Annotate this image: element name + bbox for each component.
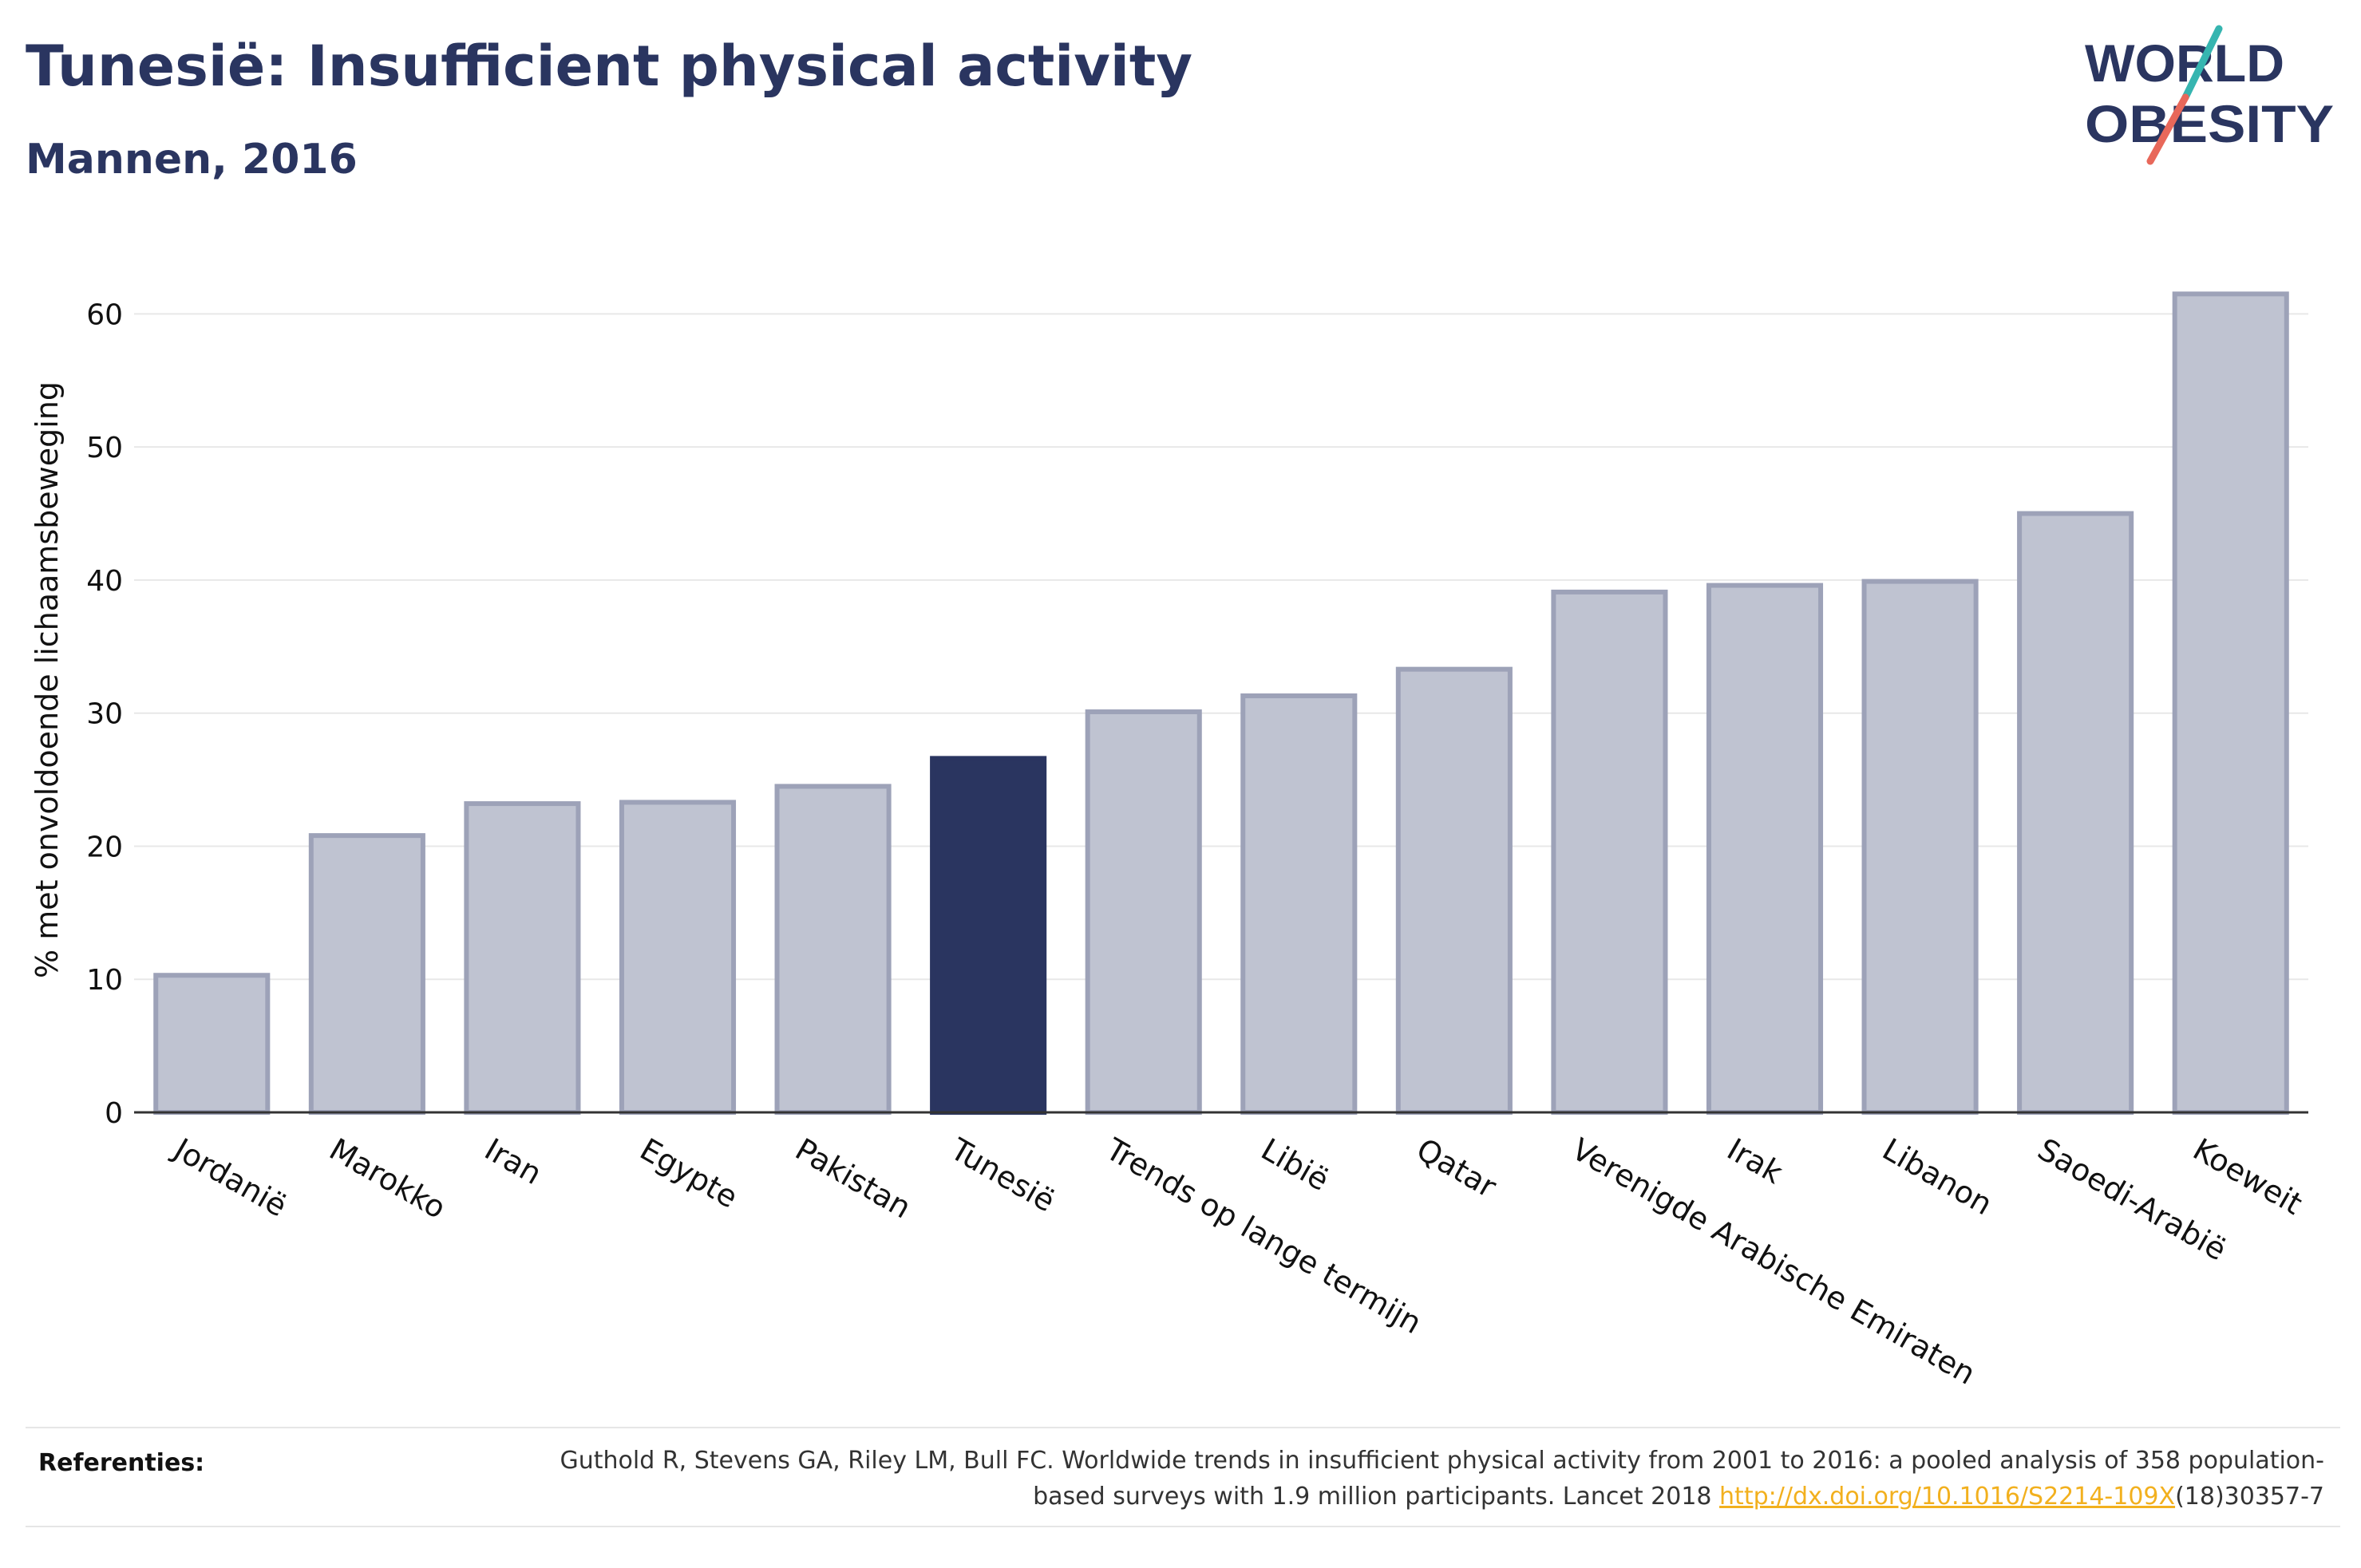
y-tick-label: 50 — [86, 432, 123, 464]
x-tick-label: Irak — [1722, 1132, 1789, 1191]
y-tick-label: 10 — [86, 964, 123, 997]
references-divider-top — [26, 1427, 2340, 1428]
logo-slash-top — [2181, 25, 2223, 101]
references-label: Referenties: — [38, 1449, 205, 1477]
bar — [308, 833, 425, 1115]
bar — [930, 756, 1047, 1115]
world-obesity-logo: WORLD OBESITY — [2085, 25, 2334, 165]
x-tick-label: Koeweit — [2187, 1132, 2308, 1222]
bar — [464, 801, 581, 1115]
bar — [1706, 583, 1824, 1115]
reference-citation-end: (18)30357-7 — [2175, 1483, 2324, 1511]
x-tick-label: Qatar — [1410, 1132, 1502, 1205]
y-axis-label: % met onvoldoende lichaamsbeweging — [30, 381, 65, 978]
bar — [1085, 709, 1202, 1115]
bar — [2017, 511, 2134, 1115]
reference-citation: Guthold R, Stevens GA, Riley LM, Bull FC… — [560, 1447, 2324, 1511]
x-tick-label: Jordanië — [167, 1131, 293, 1224]
bar — [1395, 666, 1513, 1115]
x-tick-label: Iran — [479, 1132, 548, 1191]
x-tick-label: Tunesië — [944, 1131, 1061, 1218]
logo-line-1: WORLD — [2085, 34, 2284, 93]
bar — [153, 973, 271, 1115]
y-tick-label: 20 — [86, 831, 123, 863]
references-text: Guthold R, Stevens GA, Riley LM, Bull FC… — [488, 1443, 2324, 1515]
x-tick-label: Libanon — [1877, 1132, 1998, 1222]
chart-subtitle: Mannen, 2016 — [26, 136, 358, 184]
bar — [619, 800, 737, 1115]
x-tick-label: Libië — [1256, 1132, 1335, 1198]
x-tick-label: Marokko — [323, 1132, 452, 1226]
y-tick-label: 40 — [86, 565, 123, 598]
y-tick-label: 60 — [86, 298, 123, 331]
y-tick-label: 0 — [105, 1097, 123, 1130]
x-tick-label: Pakistan — [789, 1132, 917, 1226]
bar — [1240, 693, 1358, 1115]
bar — [1861, 579, 1979, 1115]
y-tick-label: 30 — [86, 698, 123, 731]
logo-line-2: OBESITY — [2085, 94, 2334, 153]
chart-title: Tunesië: Insufficient physical activity — [26, 34, 1193, 99]
x-tick-label: Egypte — [635, 1132, 744, 1215]
bar — [1551, 589, 1668, 1115]
references-divider-bottom — [26, 1526, 2340, 1527]
bar — [2172, 291, 2289, 1115]
logo-slash-bottom — [2146, 93, 2189, 165]
reference-doi-link[interactable]: http://dx.doi.org/10.1016/S2214-109X — [1719, 1483, 2176, 1511]
bar-chart: 0 10 20 30 40 50 60 % met onvoldoende lichaamsb… — [30, 291, 2308, 1392]
bar — [774, 784, 892, 1116]
